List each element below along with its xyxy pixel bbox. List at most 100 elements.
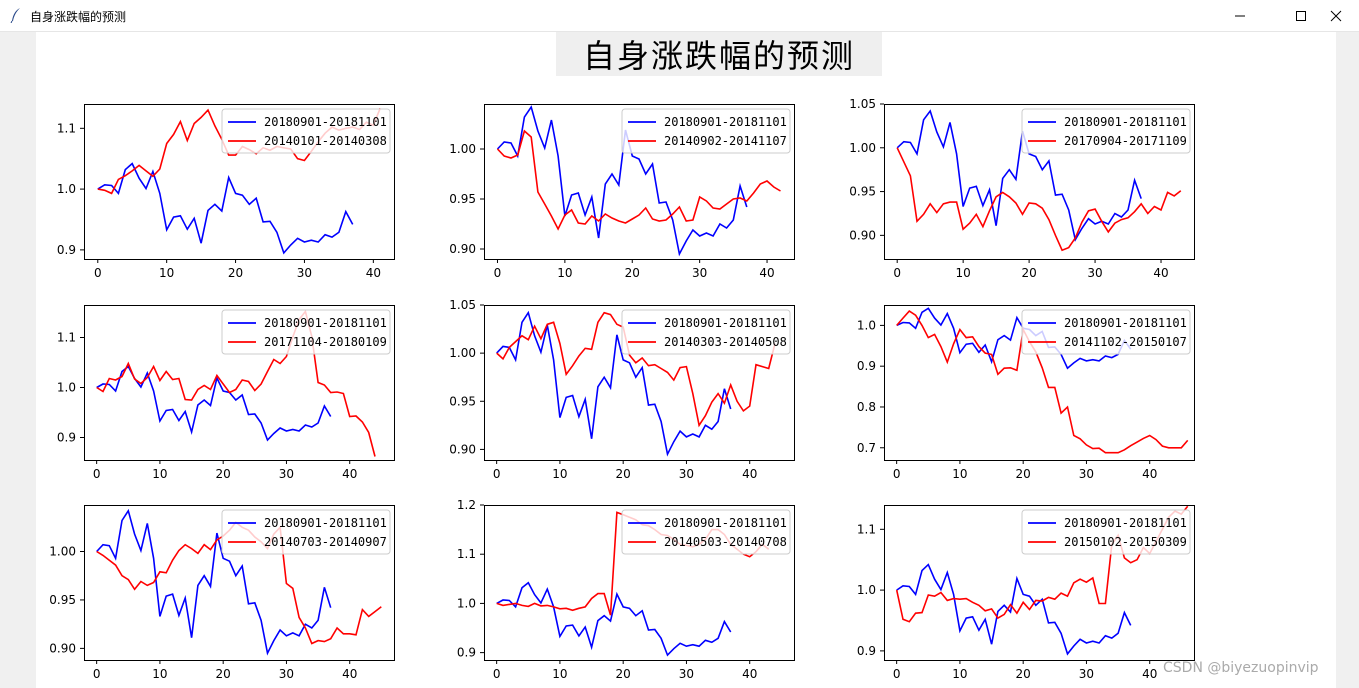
legend-box [621, 309, 791, 355]
legend: 20180901-20181101 20140101-20140308 [221, 108, 391, 154]
legend-label: 20140303-20140508 [664, 335, 787, 349]
x-tick-label: 40 [1153, 266, 1168, 280]
legend-box [1021, 309, 1191, 355]
maximize-icon [1296, 10, 1306, 21]
x-tick-label: 10 [159, 266, 174, 280]
series-line-base [896, 563, 1132, 656]
legend: 20180901-20181101 20140902-20141107 [621, 108, 791, 154]
x-tick-label: 20 [216, 467, 231, 481]
x-tick-label: 0 [93, 667, 101, 681]
legend: 20180901-20181101 20141102-20150107 [1021, 309, 1191, 355]
y-tick-label: 1.0 [457, 596, 476, 610]
y-tick-label: 0.9 [57, 243, 76, 257]
x-tick-label: 40 [1142, 667, 1157, 681]
legend-box [1021, 509, 1191, 555]
legend-box [621, 108, 791, 154]
subplot-7: 0 10 20 30 400.900.951.0020180901-2018110120… [49, 505, 395, 681]
legend-label: 20150102-20150309 [1064, 535, 1187, 549]
x-tick-label: 20 [216, 667, 231, 681]
legend: 20180901-20181101 20150102-20150309 [1021, 509, 1191, 555]
x-tick-label: 30 [1087, 266, 1102, 280]
y-tick-label: 0.7 [857, 441, 876, 455]
subplot-8: 0 10 20 30 400.91.01.11.220180901-2018110120… [457, 498, 795, 681]
series-line-base [496, 105, 748, 257]
legend-label: 20180901-20181101 [1064, 516, 1187, 530]
close-button[interactable] [1313, 0, 1359, 31]
subplot-3: 0 10 20 30 40 0.90 0.95 1.00 1.05 20180901-201811… [849, 97, 1195, 280]
x-tick-label: 10 [557, 266, 572, 280]
x-tick-label: 40 [742, 667, 757, 681]
window-titlebar: 自身涨跌幅的预测 [0, 0, 1359, 32]
y-tick-label: 1.0 [857, 318, 876, 332]
figure-title: 自身涨跌幅的预测 [556, 32, 882, 76]
y-tick-label: 1.00 [849, 141, 876, 155]
axes-frame [84, 305, 395, 461]
axes-frame [884, 505, 1195, 661]
x-tick-label: 20 [625, 266, 640, 280]
subplot-6: 0 10 20 30 400.70.80.91.0 20180901-2018110120… [857, 305, 1195, 481]
y-tick-label: 1.00 [449, 142, 476, 156]
x-tick-label: 40 [342, 467, 357, 481]
x-tick-label: 0 [893, 467, 901, 481]
window-title: 自身涨跌幅的预测 [30, 10, 127, 24]
y-tick-label: 1.0 [57, 381, 76, 395]
legend: 20180901-20181101 20171104-20180109 [221, 309, 391, 355]
axes-frame [884, 305, 1195, 461]
y-tick-label: 1.1 [457, 547, 476, 561]
x-tick-label: 40 [342, 667, 357, 681]
y-tick-label: 0.9 [57, 431, 76, 445]
axes-frame [84, 505, 395, 661]
axes-frame [484, 104, 795, 260]
subplot-4: 0 10 20 30 40 0.9 1.0 1.1 20180901-20181101 20171… [57, 305, 395, 481]
y-tick-label: 0.95 [849, 185, 876, 199]
series-line-base [496, 310, 732, 457]
legend-label: 20140902-20141107 [664, 134, 787, 148]
x-tick-label: 40 [742, 467, 757, 481]
x-tick-label: 0 [893, 667, 901, 681]
series-line-base [97, 162, 354, 255]
y-tick-label: 0.95 [49, 593, 76, 607]
minimize-button[interactable] [1217, 0, 1263, 31]
legend: 20180901-20181101 20140303-20140508 [621, 309, 791, 355]
maximize-button[interactable] [1278, 0, 1324, 31]
series-line-compare [96, 309, 376, 457]
legend-box [221, 309, 391, 355]
x-tick-label: 0 [493, 667, 501, 681]
y-tick-label: 1.00 [449, 346, 476, 360]
x-tick-label: 20 [616, 467, 631, 481]
x-tick-label: 40 [1142, 467, 1157, 481]
window-left-border [0, 32, 36, 688]
watermark: CSDN @biyezuopinvip [1163, 660, 1319, 676]
x-tick-label: 10 [952, 467, 967, 481]
legend-label: 20180901-20181101 [264, 316, 387, 330]
x-tick-label: 30 [1079, 667, 1094, 681]
legend-label: 20170904-20171109 [1064, 134, 1187, 148]
series-line-compare [896, 147, 1182, 252]
x-tick-label: 0 [893, 266, 901, 280]
x-tick-label: 30 [679, 467, 694, 481]
axes-frame [484, 305, 795, 461]
x-tick-label: 40 [759, 266, 774, 280]
y-tick-label: 0.9 [857, 644, 876, 658]
legend-label: 20180901-20181101 [1064, 316, 1187, 330]
x-tick-label: 30 [279, 467, 294, 481]
x-tick-label: 30 [279, 667, 294, 681]
series-line-compare [496, 311, 776, 428]
y-tick-label: 0.90 [849, 228, 876, 242]
x-tick-label: 30 [1079, 467, 1094, 481]
x-tick-label: 30 [692, 266, 707, 280]
axes-frame [84, 104, 395, 260]
x-tick-label: 30 [297, 266, 312, 280]
y-tick-label: 0.95 [449, 394, 476, 408]
x-tick-label: 20 [1016, 667, 1031, 681]
y-tick-label: 0.8 [857, 400, 876, 414]
y-tick-label: 0.95 [449, 192, 476, 206]
x-tick-label: 20 [1016, 467, 1031, 481]
x-tick-label: 10 [956, 266, 971, 280]
y-tick-label: 1.05 [449, 298, 476, 312]
y-tick-label: 1.05 [849, 97, 876, 111]
x-tick-label: 0 [94, 266, 102, 280]
y-tick-label: 0.90 [49, 641, 76, 655]
series-line-compare [496, 129, 781, 231]
